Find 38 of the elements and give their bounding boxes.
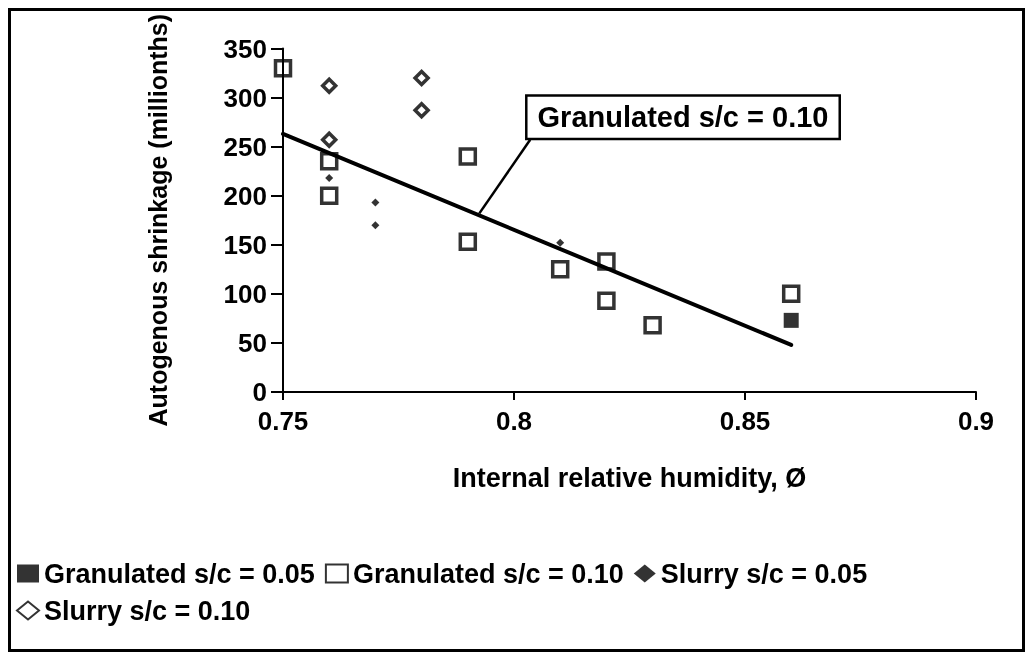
- x-tick-label: 0.9: [957, 406, 995, 436]
- point: [597, 252, 616, 271]
- y-tick-label: 350: [223, 33, 267, 64]
- point: [413, 102, 430, 119]
- annotation: Granulated s/c = 0.10: [537, 101, 829, 134]
- y-tick-label: 100: [223, 278, 267, 309]
- point: [320, 77, 338, 95]
- point: [319, 186, 339, 205]
- point: [458, 232, 478, 252]
- point: [556, 238, 565, 247]
- point: [273, 58, 293, 78]
- y-tick-label: 150: [223, 229, 267, 260]
- point: [371, 198, 380, 207]
- point: [325, 174, 334, 183]
- x-tick-label: 0.85: [719, 406, 771, 436]
- point: [783, 312, 799, 328]
- x-tick-label: 0.75: [257, 406, 309, 436]
- point: [319, 152, 339, 171]
- y-tick-label: 300: [223, 82, 267, 113]
- x-axis-title: Internal relative humidity, Ø: [452, 462, 807, 493]
- legend-label: Granulated s/c = 0.05: [44, 558, 315, 589]
- point: [597, 291, 616, 310]
- legend-label: Granulated s/c = 0.10: [352, 558, 624, 589]
- x-tick-label: 0.8: [495, 406, 533, 436]
- legend-label: Slurry s/c = 0.05: [660, 558, 868, 589]
- y-tick-label: 50: [238, 327, 267, 358]
- y-axis-title: Autogenous shrinkage (millionths): [144, 14, 172, 427]
- point: [643, 316, 662, 335]
- y-tick-label: 200: [223, 180, 267, 211]
- y-tick-label: 0: [252, 377, 267, 407]
- point: [413, 69, 430, 87]
- point: [320, 131, 338, 149]
- point: [371, 221, 380, 230]
- point: [458, 147, 478, 166]
- point: [550, 260, 570, 279]
- y-tick-label: 250: [223, 131, 267, 162]
- legend-label: Slurry s/c = 0.10: [44, 595, 251, 626]
- point: [781, 284, 801, 304]
